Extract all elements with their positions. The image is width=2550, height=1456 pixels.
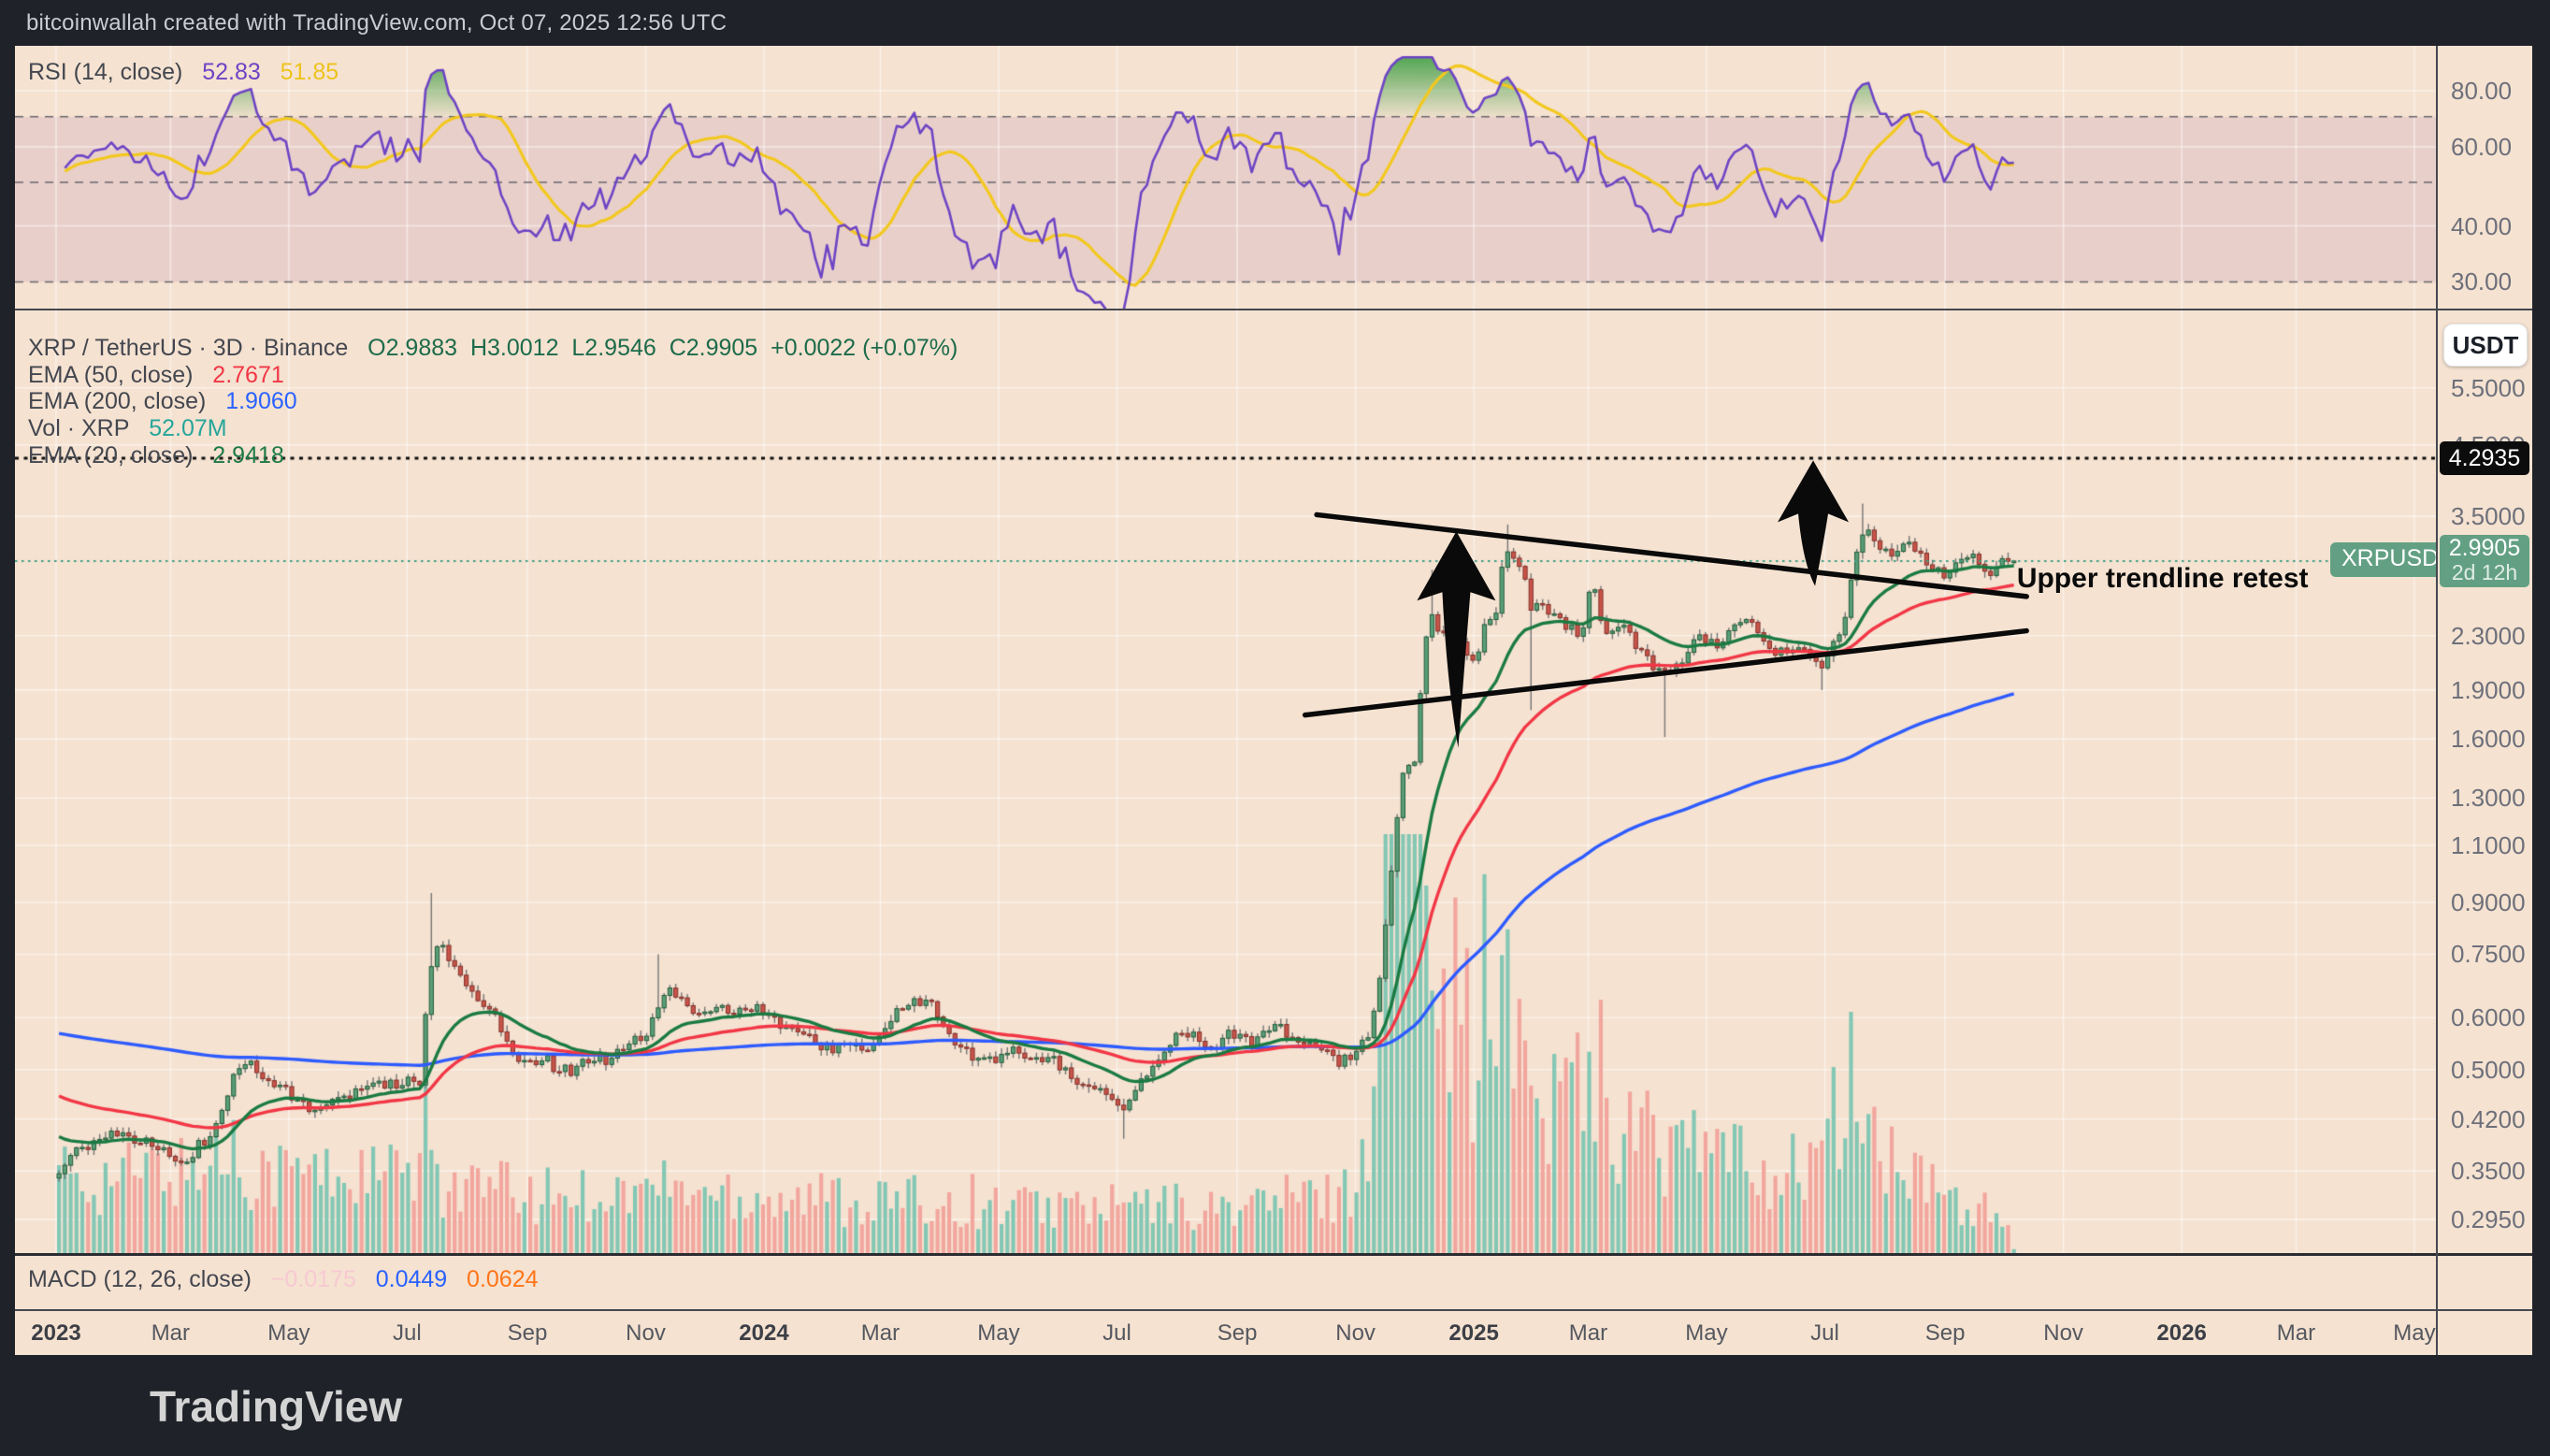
- time-axis-month-label: Sep: [507, 1320, 548, 1346]
- time-axis-month-label: Nov: [626, 1320, 666, 1346]
- time-axis-month-label: May: [267, 1320, 310, 1346]
- chart-attribution: bitcoinwallah created with TradingView.c…: [26, 10, 728, 36]
- price-scale-tick: 1.1000: [2451, 831, 2526, 860]
- ema200-value: 1.9060: [225, 388, 297, 414]
- time-axis-year-label: 2025: [1448, 1320, 1499, 1346]
- header-bar: bitcoinwallah created with TradingView.c…: [0, 0, 2550, 46]
- macd-line-value: 0.0449: [375, 1266, 448, 1292]
- price-pane[interactable]: [15, 310, 2436, 1253]
- rsi-scale-tick: 60.00: [2451, 132, 2513, 161]
- rsi-scale-tick: 30.00: [2451, 267, 2513, 296]
- change-value: +0.0022 (+0.07%): [771, 335, 958, 361]
- ema20-label: EMA (20, close): [28, 442, 194, 469]
- alert-price-tag[interactable]: 4.2935: [2440, 441, 2529, 476]
- volume-value: 52.07M: [149, 415, 227, 441]
- price-scale-tick: 0.3500: [2451, 1157, 2526, 1186]
- rsi-legend: RSI (14, close) 52.83 51.85: [28, 59, 339, 86]
- price-scale-tick: 0.4200: [2451, 1104, 2526, 1133]
- ema50-value: 2.7671: [212, 362, 284, 388]
- time-axis-month-label: Jul: [393, 1320, 422, 1346]
- ema200-legend: EMA (200, close) 1.9060: [28, 388, 297, 415]
- ohlc-close: C2.9905: [669, 335, 758, 361]
- currency-toggle-button[interactable]: USDT: [2443, 324, 2528, 367]
- time-axis-year-label: 2023: [31, 1320, 81, 1346]
- time-axis-month-label: Jul: [1102, 1320, 1131, 1346]
- time-axis-month-label: Mar: [860, 1320, 900, 1346]
- ohlc-high: H3.0012: [469, 335, 559, 361]
- price-scale-tick: 0.6000: [2451, 1003, 2526, 1032]
- ema50-legend: EMA (50, close) 2.7671: [28, 362, 284, 389]
- price-scale-tick: 1.6000: [2451, 725, 2526, 754]
- rsi-canvas: [15, 46, 2436, 309]
- ema20-value: 2.9418: [212, 442, 284, 469]
- rsi-scale-tick: 40.00: [2451, 211, 2513, 240]
- price-scale-tick: 2.3000: [2451, 621, 2526, 650]
- time-axis-month-label: Nov: [1335, 1320, 1376, 1346]
- macd-signal-value: 0.0624: [467, 1266, 539, 1292]
- price-scale-tick: 1.9000: [2451, 675, 2526, 704]
- price-scale[interactable]: USDT 80.0060.0040.0030.005.50004.50003.5…: [2438, 46, 2532, 1355]
- price-scale-tick: 1.3000: [2451, 784, 2526, 813]
- last-price-value: 2.9905: [2448, 534, 2521, 561]
- time-axis-month-label: May: [2393, 1320, 2436, 1346]
- time-axis-month-label: Jul: [1810, 1320, 1839, 1346]
- price-chart-canvas: [15, 310, 2436, 1253]
- rsi-value: 52.83: [202, 59, 261, 85]
- pane-separator-macd-axis[interactable]: [15, 1309, 2532, 1311]
- scale-separator[interactable]: [2436, 46, 2438, 1355]
- ohlc-low: L2.9546: [571, 335, 656, 361]
- price-scale-tick: 5.5000: [2451, 373, 2526, 402]
- price-scale-tick: 3.5000: [2451, 502, 2526, 531]
- time-axis[interactable]: 2023 Mar May Jul Sep Nov 2024 Mar May Jul Sep Nov 20…: [15, 1311, 2532, 1355]
- volume-legend: Vol · XRP 52.07M: [28, 415, 227, 442]
- annotation-text[interactable]: Upper trendline retest: [2016, 563, 2309, 595]
- symbol-legend[interactable]: XRP / TetherUS · 3D · Binance O2.9883 H3…: [28, 335, 958, 362]
- rsi-scale-tick: 80.00: [2451, 77, 2513, 106]
- tradingview-wordmark[interactable]: TradingView: [150, 1382, 403, 1431]
- time-axis-month-label: Sep: [1924, 1320, 1966, 1346]
- last-price-tag: 2.9905 2d 12h: [2440, 534, 2529, 587]
- macd-legend: MACD (12, 26, close) −0.0175 0.0449 0.06…: [28, 1266, 539, 1293]
- price-scale-tick: 0.2950: [2451, 1205, 2526, 1234]
- ema50-label: EMA (50, close): [28, 362, 194, 388]
- time-axis-month-label: Nov: [2043, 1320, 2083, 1346]
- bar-countdown: 2d 12h: [2451, 559, 2518, 584]
- macd-hist-value: −0.0175: [270, 1266, 356, 1292]
- macd-pane[interactable]: [15, 1255, 2436, 1309]
- volume-label: Vol · XRP: [28, 415, 130, 441]
- pane-separator-rsi-main[interactable]: [15, 309, 2532, 310]
- rsi-ma-value: 51.85: [280, 59, 339, 85]
- ema20-legend: EMA (20, close) 2.9418: [28, 442, 284, 469]
- price-scale-tick: 0.9000: [2451, 888, 2526, 917]
- time-axis-month-label: Mar: [151, 1320, 191, 1346]
- pane-separator-main-macd[interactable]: [15, 1253, 2532, 1256]
- time-axis-year-label: 2024: [739, 1320, 789, 1346]
- rsi-pane[interactable]: [15, 46, 2436, 309]
- symbol-title: XRP / TetherUS · 3D · Binance: [28, 335, 349, 361]
- time-axis-month-label: Mar: [2276, 1320, 2316, 1346]
- time-axis-month-label: May: [977, 1320, 1020, 1346]
- time-axis-year-label: 2026: [2156, 1320, 2207, 1346]
- macd-label: MACD (12, 26, close): [28, 1266, 252, 1292]
- rsi-label: RSI (14, close): [28, 59, 183, 85]
- ema200-label: EMA (200, close): [28, 388, 207, 414]
- footer-bar: [0, 1355, 2550, 1456]
- time-axis-month-label: May: [1685, 1320, 1728, 1346]
- time-axis-month-label: Mar: [1568, 1320, 1608, 1346]
- ohlc-open: O2.9883: [367, 335, 458, 361]
- price-scale-tick: 0.7500: [2451, 940, 2526, 969]
- price-scale-tick: 0.5000: [2451, 1055, 2526, 1084]
- time-axis-month-label: Sep: [1217, 1320, 1258, 1346]
